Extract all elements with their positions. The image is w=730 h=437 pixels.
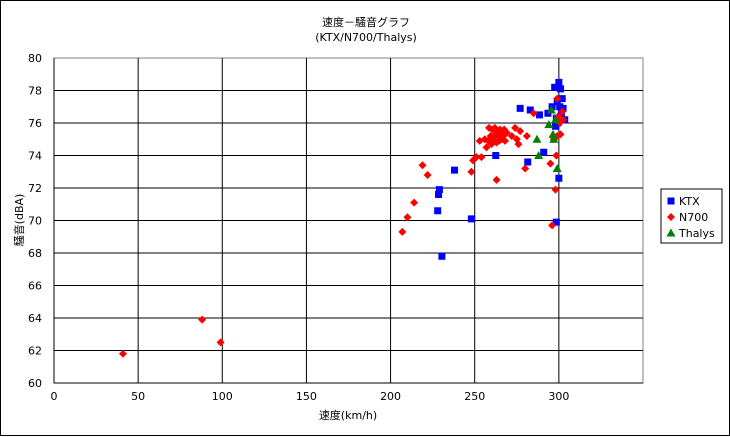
data-point-n700	[548, 221, 557, 230]
data-point-n700	[477, 153, 486, 162]
data-point-ktx	[555, 174, 563, 182]
data-point-ktx	[524, 158, 532, 166]
data-point-ktx	[558, 95, 566, 103]
data-point-n700	[482, 143, 491, 152]
data-point-ktx	[467, 215, 475, 223]
data-point-n700	[418, 161, 427, 170]
data-point-n700	[507, 132, 516, 140]
x-axis-title: 速度(km/h)	[319, 408, 377, 422]
data-point-n700	[216, 338, 225, 347]
x-tick-label: 100	[212, 390, 233, 403]
series-thalys	[532, 105, 562, 172]
x-tick-label: 200	[380, 390, 401, 403]
data-point-ktx	[536, 111, 544, 119]
data-point-n700	[467, 167, 476, 176]
data-point-n700	[556, 130, 565, 139]
data-point-n700	[558, 107, 567, 116]
data-point-n700	[410, 198, 419, 207]
data-point-thalys	[552, 164, 562, 172]
data-point-n700	[514, 140, 523, 149]
legend-label-n700: N700	[679, 211, 708, 224]
data-point-n700	[472, 153, 481, 162]
data-point-n700	[552, 151, 561, 160]
data-point-ktx	[451, 166, 459, 174]
legend-label-ktx: KTX	[679, 195, 700, 208]
y-axis-title: 騒音(dBA)	[12, 194, 26, 247]
data-point-n700	[492, 175, 501, 184]
data-point-n700	[546, 159, 555, 168]
legend-marker-ktx	[667, 197, 675, 205]
data-points	[118, 78, 569, 358]
y-tick-label: 64	[28, 312, 42, 325]
y-tick-label: 60	[28, 377, 42, 390]
data-point-n700	[522, 132, 531, 140]
data-point-thalys	[532, 134, 542, 143]
data-point-n700	[403, 213, 412, 222]
data-point-n700	[529, 109, 538, 118]
data-point-ktx	[552, 218, 560, 226]
data-point-thalys	[534, 151, 544, 159]
x-tick-label: 300	[548, 390, 569, 403]
y-tick-label: 70	[28, 215, 42, 228]
y-tick-label: 66	[28, 280, 42, 293]
data-point-thalys	[544, 120, 554, 129]
chart-subtitle: (KTX/N700/Thalys)	[315, 31, 417, 44]
data-point-n700	[551, 185, 560, 194]
data-point-n700	[516, 127, 525, 136]
data-point-ktx	[540, 148, 548, 156]
x-axis-ticks: 0 50 100 150 200 250 300	[51, 390, 570, 403]
data-point-ktx	[438, 252, 446, 260]
legend-marker-thalys	[666, 228, 676, 237]
data-point-n700	[423, 171, 432, 179]
y-tick-label: 76	[28, 117, 42, 130]
data-point-n700	[521, 164, 530, 173]
data-point-ktx	[555, 78, 563, 86]
data-point-n700	[511, 123, 520, 132]
legend-label-thalys: Thalys	[678, 227, 715, 240]
data-point-ktx	[434, 207, 442, 215]
y-tick-label: 72	[28, 182, 42, 195]
y-tick-label: 74	[28, 150, 42, 163]
y-tick-label: 68	[28, 247, 42, 260]
data-point-ktx	[516, 104, 524, 112]
data-point-ktx	[548, 103, 556, 111]
data-point-thalys	[549, 134, 559, 143]
chart-title: 速度－騒音グラフ	[322, 15, 410, 29]
data-point-ktx	[526, 106, 534, 114]
data-point-ktx	[492, 152, 500, 159]
data-point-n700	[502, 128, 511, 137]
data-point-n700	[198, 315, 207, 324]
x-tick-label: 250	[464, 390, 485, 403]
x-tick-label: 150	[296, 390, 317, 403]
data-point-ktx	[435, 186, 443, 194]
data-point-n700	[398, 227, 407, 236]
data-point-ktx	[551, 83, 559, 91]
grid-lines	[53, 58, 643, 384]
data-point-ktx	[435, 191, 443, 198]
data-point-ktx	[557, 85, 565, 93]
data-point-n700	[118, 349, 127, 358]
x-tick-label: 50	[131, 390, 145, 403]
y-tick-label: 62	[28, 345, 42, 358]
data-point-n700	[501, 136, 510, 145]
data-point-n700	[559, 115, 568, 124]
x-tick-label: 0	[51, 390, 58, 403]
legend: KTX N700 Thalys	[660, 188, 723, 244]
data-point-ktx	[559, 104, 567, 112]
y-tick-label: 80	[28, 52, 42, 65]
data-point-thalys	[548, 129, 558, 138]
y-tick-label: 78	[28, 85, 42, 98]
y-axis-ticks: 60 62 64 66 68 70 72 74 76 78 80	[28, 52, 42, 390]
data-point-thalys	[550, 115, 560, 124]
data-point-n700	[553, 94, 562, 103]
legend-marker-n700	[667, 213, 675, 221]
data-point-thalys	[546, 105, 556, 114]
